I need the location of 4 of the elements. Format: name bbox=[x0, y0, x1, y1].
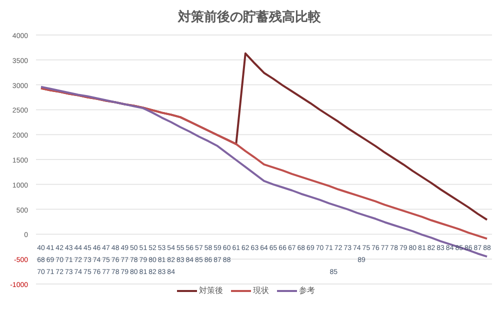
legend-label: 対策後 bbox=[198, 285, 223, 296]
chart-title: 対策前後の貯蓄残高比較 bbox=[176, 8, 322, 26]
legend-label: 現状 bbox=[252, 285, 269, 296]
legend-label: 参考 bbox=[298, 285, 315, 296]
